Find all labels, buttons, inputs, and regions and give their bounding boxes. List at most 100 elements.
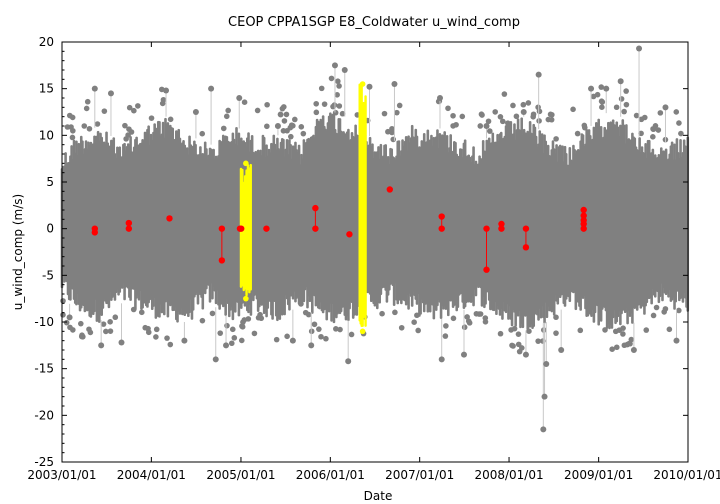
gray-point [112, 314, 119, 321]
gray-outlier-point [223, 342, 230, 349]
gray-point [453, 121, 459, 128]
red-point [166, 215, 173, 222]
red-point [312, 225, 319, 232]
x-tick-label: 2006/01/01 [296, 468, 365, 482]
gray-series [60, 45, 690, 433]
gray-outlier-point [662, 104, 669, 111]
gray-point [78, 320, 84, 327]
gray-point [84, 98, 91, 105]
gray-point [336, 103, 343, 109]
gray-point [148, 115, 155, 121]
gray-point [626, 340, 632, 347]
gray-outlier-point [181, 337, 188, 344]
gray-point [485, 118, 492, 125]
gray-outlier-point [436, 95, 443, 101]
gray-point [478, 111, 485, 117]
gray-point [618, 96, 625, 102]
gray-point [477, 311, 484, 317]
gray-point [284, 333, 290, 340]
red-point [238, 225, 245, 232]
gray-point [122, 122, 128, 129]
red-point [125, 225, 133, 232]
gray-point [515, 331, 522, 337]
y-tick-label: -15 [34, 362, 54, 376]
gray-point [574, 130, 581, 137]
gray-outlier-point [543, 361, 550, 367]
gray-point [279, 105, 286, 112]
gray-point [224, 322, 230, 329]
gray-point [657, 110, 664, 116]
gray-point [613, 104, 620, 111]
gray-point [623, 88, 629, 94]
gray-point [145, 329, 152, 336]
gray-point [336, 83, 342, 89]
gray-outlier-point [483, 123, 490, 129]
gray-point [167, 341, 174, 348]
gray-point [64, 124, 71, 130]
gray-point [497, 330, 504, 337]
gray-point [621, 342, 628, 349]
gray-point [300, 130, 307, 137]
gray-point [239, 323, 245, 329]
gray-point [678, 130, 684, 137]
gray-point [510, 102, 516, 109]
gray-point [536, 108, 543, 115]
gray-point [292, 116, 298, 123]
gray-point [333, 326, 339, 332]
gray-point [414, 312, 420, 319]
gray-point [508, 327, 514, 333]
gray-point [621, 108, 627, 115]
red-point [91, 229, 99, 236]
gray-point [94, 121, 101, 127]
red-point [498, 220, 505, 228]
gray-point [676, 307, 682, 314]
gray-point [101, 108, 108, 114]
gray-point [220, 125, 227, 132]
gray-point [525, 100, 532, 106]
gray-point [318, 333, 324, 340]
gray-point [379, 310, 385, 317]
gray-point [530, 113, 537, 120]
gray-outlier-point [630, 347, 637, 353]
gray-point [125, 132, 131, 138]
red-point [580, 225, 587, 232]
red-point [580, 212, 587, 219]
gray-point [486, 128, 493, 134]
gray-point [126, 104, 133, 111]
gray-outlier-point [331, 62, 338, 69]
gray-point [313, 100, 320, 107]
gray-point [229, 326, 236, 333]
gray-point [602, 327, 608, 333]
gray-point [302, 309, 309, 316]
gray-outlier-point [341, 67, 348, 73]
gray-point [228, 340, 235, 347]
gray-outlier-point [636, 45, 643, 52]
gray-point [450, 315, 457, 322]
gray-outlier-point [366, 83, 373, 90]
gray-point [311, 321, 318, 328]
gray-point [288, 122, 295, 128]
gray-point [138, 309, 145, 316]
gray-outlier-point [308, 342, 315, 349]
red-point [498, 225, 505, 232]
gray-point [415, 327, 421, 334]
red-point [438, 225, 445, 232]
gray-outlier-point [603, 85, 610, 92]
gray-outlier-point [289, 337, 296, 344]
y-tick-label: 0 [46, 222, 54, 236]
gray-point [100, 321, 107, 327]
gray-point [283, 111, 290, 118]
gray-outlier-point [438, 356, 445, 363]
gray-point [398, 324, 405, 331]
x-tick-label: 2008/01/01 [474, 468, 543, 482]
gray-outlier-point [391, 81, 398, 87]
gray-point [655, 127, 662, 133]
red-point [125, 219, 133, 227]
x-axis-label: Date [364, 489, 393, 503]
gray-outlier-point [274, 123, 281, 129]
gray-point [66, 112, 73, 119]
red-point [483, 225, 490, 232]
y-tick-label: 15 [39, 82, 54, 96]
yellow-band-trough [359, 328, 366, 335]
gray-point [553, 330, 559, 336]
